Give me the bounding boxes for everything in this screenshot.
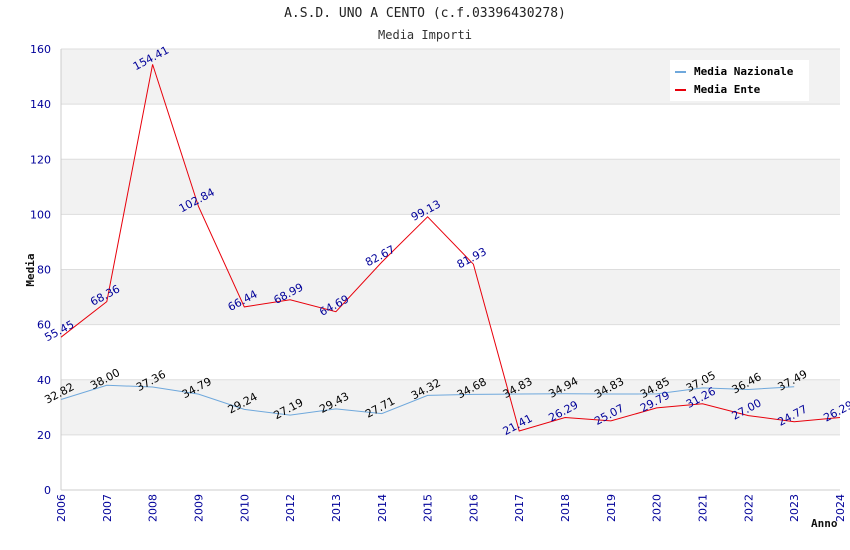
- y-tick-label: 160: [30, 43, 51, 56]
- legend-label-ente: Media Ente: [694, 83, 761, 96]
- x-tick-label: 2020: [651, 494, 664, 522]
- legend-swatch-nazionale: [675, 71, 686, 73]
- x-tick-label: 2010: [238, 494, 251, 522]
- data-label-ente: 81.93: [455, 245, 489, 271]
- x-tick-label: 2013: [330, 494, 343, 522]
- legend-item-nazionale: Media Nazionale: [675, 65, 793, 79]
- legend: Media Nazionale Media Ente: [670, 60, 809, 101]
- data-label-ente: 82.67: [363, 243, 397, 269]
- x-tick-labels: 2006 2007 2008 2009 2010 2012 2013 2014 2015 2016…: [55, 494, 847, 522]
- x-tick-label: 2015: [422, 494, 435, 522]
- x-tick-label: 2006: [55, 494, 68, 522]
- x-tick-label: 2009: [192, 494, 205, 522]
- grid-lines: [61, 48, 840, 491]
- y-tick-label: 60: [37, 319, 51, 332]
- chart-subtitle: Media Importi: [378, 28, 472, 42]
- grid-bands: [61, 49, 840, 435]
- grid-band: [61, 269, 840, 325]
- grid-band: [61, 159, 840, 215]
- x-tick-label: 2024: [834, 494, 847, 522]
- x-tick-label: 2014: [376, 494, 389, 522]
- series-line-ente: [60, 64, 841, 432]
- y-tick-label: 0: [44, 484, 51, 497]
- series-lines: [60, 64, 841, 432]
- legend-item-ente: Media Ente: [675, 83, 760, 97]
- y-tick-labels: 0 20 40 60 80 100 120 140 160: [30, 43, 51, 497]
- x-tick-label: 2023: [788, 494, 801, 522]
- x-tick-label: 2019: [605, 494, 618, 522]
- x-tick-label: 2022: [742, 494, 755, 522]
- legend-swatch-ente: [675, 89, 686, 91]
- chart-title: A.S.D. UNO A CENTO (c.f.03396430278): [284, 6, 566, 21]
- x-tick-label: 2018: [559, 494, 572, 522]
- y-axis-label: Media: [24, 253, 37, 286]
- x-tick-label: 2012: [284, 494, 297, 522]
- y-tick-label: 20: [37, 429, 51, 442]
- axes: [60, 49, 840, 491]
- x-tick-label: 2017: [513, 494, 526, 522]
- x-axis-label: Anno: [811, 517, 838, 530]
- y-tick-label: 140: [30, 98, 51, 111]
- legend-label-nazionale: Media Nazionale: [694, 65, 794, 78]
- x-tick-label: 2021: [697, 494, 710, 522]
- y-tick-label: 120: [30, 153, 51, 166]
- y-tick-label: 40: [37, 374, 51, 387]
- x-tick-label: 2016: [467, 494, 480, 522]
- x-tick-label: 2008: [147, 494, 160, 522]
- y-tick-label: 100: [30, 208, 51, 221]
- grid-band: [61, 379, 840, 435]
- series-line-nazionale: [60, 384, 795, 416]
- x-tick-label: 2007: [101, 494, 114, 522]
- y-tick-label: 80: [37, 264, 51, 277]
